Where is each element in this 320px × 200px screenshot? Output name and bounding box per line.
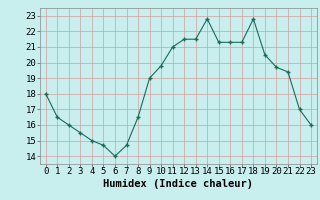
X-axis label: Humidex (Indice chaleur): Humidex (Indice chaleur) (103, 179, 253, 189)
